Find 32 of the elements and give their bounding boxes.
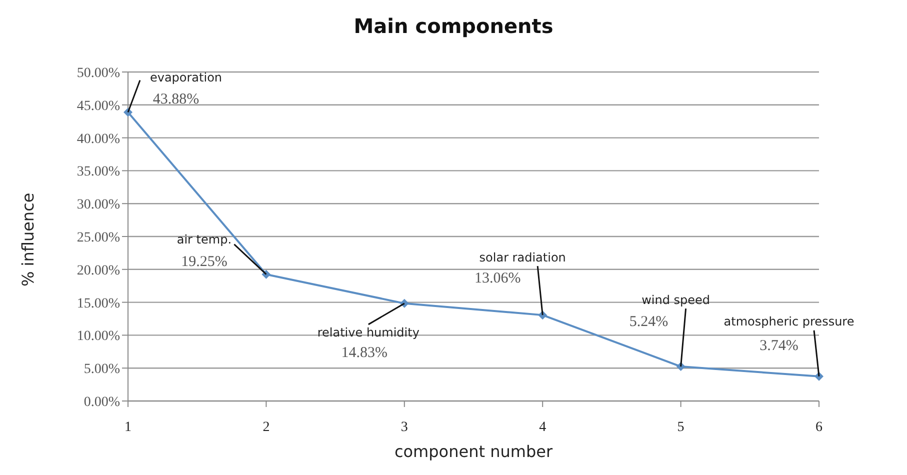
x-tick-label: 3 — [400, 420, 408, 435]
y-tick-label: 40.00% — [76, 132, 120, 147]
data-label: 19.25% — [181, 254, 228, 270]
annotation: evaporation — [150, 70, 222, 85]
x-tick-label: 1 — [124, 420, 132, 435]
y-tick-label: 0.00% — [84, 394, 120, 410]
y-tick-label: 5.00% — [84, 362, 120, 378]
x-axis-title: component number — [394, 442, 553, 461]
data-label: 43.88% — [152, 92, 200, 108]
y-tick-label: 50.00% — [76, 66, 120, 81]
y-tick-label: 20.00% — [76, 263, 120, 278]
annotation: air temp. — [176, 232, 232, 247]
annotation: wind speed — [642, 292, 710, 307]
annotation: relative humidity — [317, 326, 420, 340]
x-tick-label: 6 — [816, 420, 822, 435]
y-tick-label: 10.00% — [76, 329, 120, 344]
y-tick-label: 15.00% — [76, 296, 120, 312]
y-tick-label: 35.00% — [76, 164, 120, 180]
data-label: 13.06% — [474, 270, 521, 287]
x-tick-label: 5 — [677, 420, 684, 435]
annotation: atmospheric pressure — [724, 314, 854, 329]
y-tick-label: 30.00% — [76, 198, 120, 213]
y-tick-label: 45.00% — [76, 98, 120, 114]
y-tick-label: 25.00% — [76, 230, 120, 246]
x-tick-label: 4 — [539, 420, 546, 435]
data-label: 5.24% — [629, 314, 668, 330]
y-axis-title: % influence — [18, 192, 38, 286]
data-label: 14.83% — [341, 344, 388, 361]
annotation: solar radiation — [479, 250, 566, 264]
x-tick-label: 2 — [262, 420, 270, 435]
data-label: 3.74% — [760, 338, 798, 354]
chart-title: Main components — [352, 14, 554, 38]
